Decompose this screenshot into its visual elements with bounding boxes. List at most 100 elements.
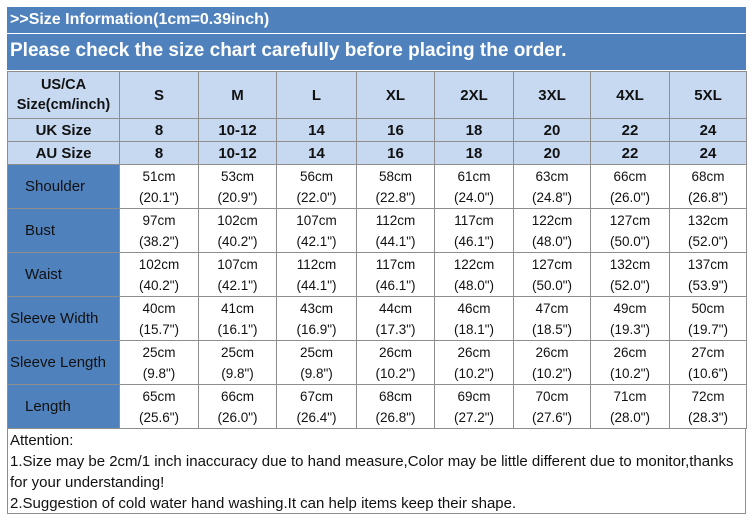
measurement-label: Bust xyxy=(7,208,120,253)
measurement-cell: 127cm (50.0") xyxy=(590,208,670,253)
measurement-cm: 40cm xyxy=(142,300,176,316)
measurement-cell: 132cm (52.0") xyxy=(669,208,747,253)
measurement-cell: 40cm (15.7") xyxy=(119,296,199,341)
measurement-cm: 56cm xyxy=(299,168,333,184)
measurement-cm: 97cm xyxy=(142,212,176,228)
measurement-cm: 26cm xyxy=(457,344,491,360)
size-value-cell: 16 xyxy=(356,118,435,142)
measurement-inch: (27.6") xyxy=(531,409,573,425)
measurement-inch: (46.1") xyxy=(375,277,416,293)
measurement-cm: 112cm xyxy=(375,212,416,228)
measurement-cm: 70cm xyxy=(535,388,569,404)
measurement-cell: 25cm (9.8") xyxy=(119,340,199,385)
measurement-inch: (44.1") xyxy=(375,233,416,249)
measurement-cm: 51cm xyxy=(142,168,176,184)
measurement-label: Waist xyxy=(7,252,120,297)
measurement-inch: (10.2") xyxy=(453,365,495,381)
size-header-5xl: 5XL xyxy=(669,71,747,119)
measurement-cm: 65cm xyxy=(142,388,176,404)
measurement-cm: 26cm xyxy=(378,344,412,360)
measurement-cell: 122cm (48.0") xyxy=(434,252,514,297)
measurement-inch: (24.8") xyxy=(531,189,573,205)
measurement-cell: 137cm (53.9") xyxy=(669,252,747,297)
size-conversion-row: UK Size 8 10-12 14 16 18 20 22 24 xyxy=(7,118,747,142)
measurement-cm: 41cm xyxy=(220,300,254,316)
measurement-cm: 66cm xyxy=(220,388,254,404)
measurement-inch: (48.0") xyxy=(453,277,495,293)
measurement-cm: 122cm xyxy=(531,212,573,228)
measurement-inch: (20.1") xyxy=(138,189,180,205)
corner-label-cell: US/CA Size(cm/inch) xyxy=(7,71,120,119)
measurement-cm: 102cm xyxy=(138,256,180,272)
measurement-cell: 27cm (10.6") xyxy=(669,340,747,385)
size-value-cell: 16 xyxy=(356,141,435,165)
measurement-row: Length 65cm (25.6") 66cm (26.0") 67cm (26.4") 6… xyxy=(7,384,747,429)
attention-note-1: 1.Size may be 2cm/1 inch inaccuracy due … xyxy=(10,453,734,491)
measurement-cm: 127cm xyxy=(531,256,573,272)
size-row-label: UK Size xyxy=(7,118,120,142)
measurement-cell: 26cm (10.2") xyxy=(590,340,670,385)
measurement-cell: 72cm (28.3") xyxy=(669,384,747,429)
measurement-cell: 66cm (26.0") xyxy=(198,384,277,429)
measurement-inch: (28.3") xyxy=(687,409,729,425)
size-header-3xl: 3XL xyxy=(513,71,591,119)
measurement-inch: (20.9") xyxy=(217,189,258,205)
measurement-inch: (16.1") xyxy=(217,321,258,337)
measurement-cell: 112cm (44.1") xyxy=(276,252,357,297)
size-value-cell: 14 xyxy=(276,141,357,165)
measurement-cm: 112cm xyxy=(296,256,337,272)
measurement-cell: 117cm (46.1") xyxy=(434,208,514,253)
attention-heading: Attention: xyxy=(10,432,74,449)
size-header-s: S xyxy=(119,71,199,119)
measurement-cell: 67cm (26.4") xyxy=(276,384,357,429)
measurement-cm: 47cm xyxy=(535,300,569,316)
size-value-cell: 24 xyxy=(669,118,747,142)
measurement-inch: (18.1") xyxy=(453,321,495,337)
measurement-inch: (26.8") xyxy=(687,189,729,205)
measurement-inch: (26.0") xyxy=(609,189,651,205)
size-value-cell: 18 xyxy=(434,118,514,142)
measurement-cm: 68cm xyxy=(378,388,412,404)
measurement-row: Waist 102cm (40.2") 107cm (42.1") 112cm (44.1"… xyxy=(7,252,747,297)
measurement-cm: 44cm xyxy=(378,300,412,316)
measurement-cell: 43cm (16.9") xyxy=(276,296,357,341)
measurement-cm: 58cm xyxy=(378,168,412,184)
measurement-cm: 107cm xyxy=(296,212,337,228)
measurement-inch: (9.8") xyxy=(142,365,176,381)
size-header-l: L xyxy=(276,71,357,119)
size-info-title: >>Size Information(1cm=0.39inch) xyxy=(7,7,746,33)
measurement-row: Sleeve Width 40cm (15.7") 41cm (16.1") 43cm (1… xyxy=(7,296,747,341)
measurement-inch: (22.8") xyxy=(375,189,416,205)
measurement-cm: 26cm xyxy=(613,344,647,360)
measurement-inch: (9.8") xyxy=(221,365,254,381)
measurement-cell: 25cm (9.8") xyxy=(198,340,277,385)
measurement-inch: (40.2") xyxy=(138,277,180,293)
measurement-cm: 25cm xyxy=(299,344,333,360)
measurement-inch: (9.8") xyxy=(300,365,333,381)
measurement-inch: (10.6") xyxy=(687,365,729,381)
measurement-cell: 68cm (26.8") xyxy=(669,164,747,209)
measurement-cell: 66cm (26.0") xyxy=(590,164,670,209)
attention-notes: Attention: 1.Size may be 2cm/1 inch inac… xyxy=(7,428,746,514)
measurement-cell: 41cm (16.1") xyxy=(198,296,277,341)
size-value-cell: 20 xyxy=(513,141,591,165)
size-value-cell: 10-12 xyxy=(198,141,277,165)
measurement-inch: (26.4") xyxy=(296,409,337,425)
measurement-inch: (24.0") xyxy=(453,189,495,205)
measurement-cm: 72cm xyxy=(691,388,725,404)
measurement-cm: 71cm xyxy=(613,388,647,404)
measurement-inch: (42.1") xyxy=(217,277,258,293)
measurement-cm: 69cm xyxy=(457,388,491,404)
size-value-cell: 8 xyxy=(119,118,199,142)
measurement-cell: 127cm (50.0") xyxy=(513,252,591,297)
measurement-cell: 53cm (20.9") xyxy=(198,164,277,209)
measurement-cm: 61cm xyxy=(457,168,491,184)
measurement-cm: 26cm xyxy=(535,344,569,360)
measurement-cell: 25cm (9.8") xyxy=(276,340,357,385)
size-row-label: AU Size xyxy=(7,141,120,165)
measurement-cell: 51cm (20.1") xyxy=(119,164,199,209)
measurement-cell: 107cm (42.1") xyxy=(198,252,277,297)
measurement-cm: 66cm xyxy=(613,168,647,184)
size-value-cell: 18 xyxy=(434,141,514,165)
measurement-cm: 43cm xyxy=(299,300,333,316)
